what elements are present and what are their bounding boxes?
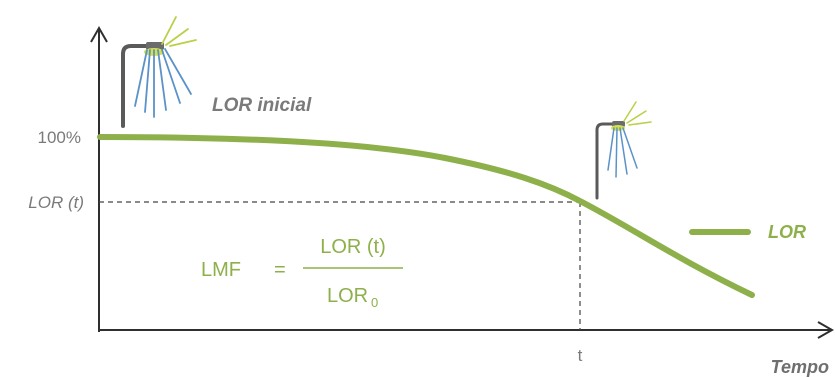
street-lamp-icon bbox=[595, 101, 652, 200]
x-tick-t: t bbox=[578, 346, 583, 365]
x-axis-label: Tempo bbox=[771, 357, 829, 377]
formula-lhs: LMF bbox=[201, 259, 241, 281]
legend-label: LOR bbox=[768, 222, 806, 242]
formula-equals: = bbox=[274, 259, 286, 281]
street-lamp-icon bbox=[121, 16, 197, 128]
x-axis-arrow bbox=[817, 321, 835, 339]
lor-curve bbox=[97, 134, 755, 298]
formula-numerator: LOR (t) bbox=[320, 236, 386, 258]
y-tick-lor-t: LOR (t) bbox=[28, 193, 84, 212]
formula-denominator-subscript: 0 bbox=[371, 295, 378, 310]
lor-inicial-label: LOR inicial bbox=[212, 95, 312, 116]
formula-denominator: LOR bbox=[327, 285, 368, 307]
y-tick-100-percent: 100% bbox=[38, 128, 81, 147]
y-axis-arrow bbox=[90, 25, 108, 43]
